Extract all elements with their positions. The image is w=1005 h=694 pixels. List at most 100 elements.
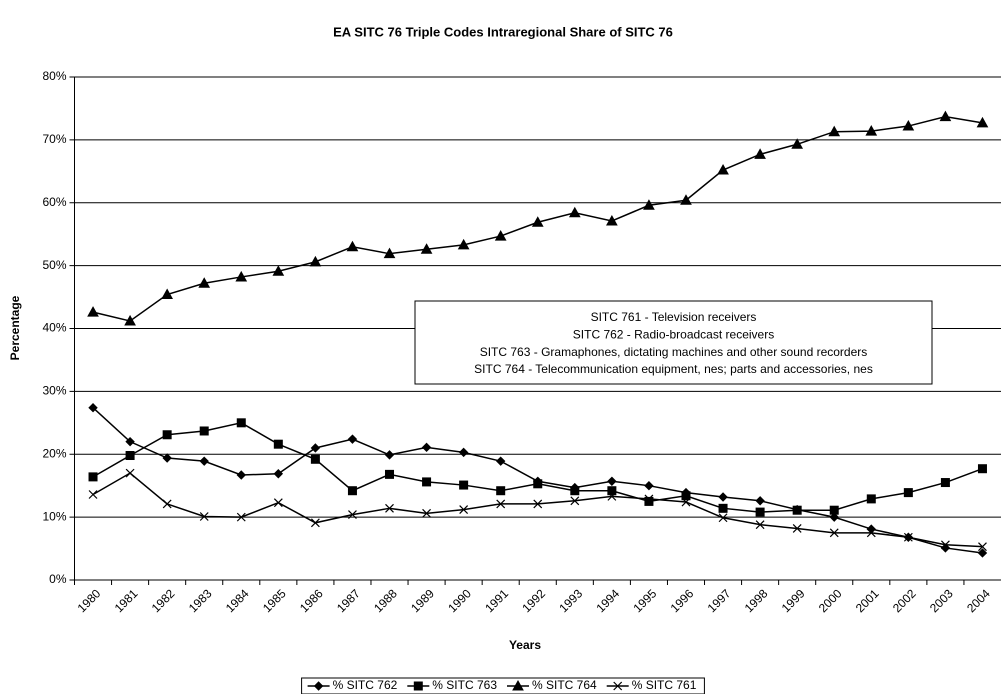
marker [644, 480, 654, 491]
marker [385, 503, 394, 513]
marker [273, 439, 283, 449]
x-tick-label: 1989 [408, 586, 437, 615]
marker [413, 681, 423, 691]
marker [643, 199, 655, 210]
marker [903, 532, 913, 542]
marker [644, 494, 654, 504]
marker [199, 426, 209, 436]
marker [866, 528, 876, 538]
marker [977, 548, 988, 558]
y-tick-label: 10% [42, 509, 66, 523]
marker [718, 492, 728, 502]
marker [235, 270, 248, 282]
legend-box [301, 677, 705, 694]
marker [383, 247, 396, 259]
x-tick-label: 1986 [297, 586, 326, 615]
marker [273, 498, 283, 508]
marker [755, 520, 765, 530]
x-tick-label: 1983 [186, 586, 215, 615]
y-tick-label: 60% [42, 195, 66, 209]
legend: % SITC 762 % SITC 763 % SITC 764 % SITC 761 [301, 677, 705, 694]
marker [384, 450, 395, 460]
x-tick-label: 1993 [556, 586, 585, 615]
marker [755, 496, 765, 506]
x-tick-label: 1984 [223, 586, 252, 615]
marker [236, 470, 246, 480]
marker [422, 477, 432, 487]
x-tick-label: 1996 [668, 586, 697, 615]
marker [829, 528, 839, 538]
marker [346, 240, 359, 252]
annotation: SITC 763 - Gramaphones, dictating machin… [480, 345, 868, 359]
marker [347, 486, 357, 496]
x-axis-label: Years [509, 638, 541, 652]
marker [939, 110, 952, 122]
legend-item: % SITC 761 [606, 678, 697, 692]
marker [717, 164, 729, 175]
marker [313, 681, 324, 691]
marker [310, 518, 320, 528]
marker [88, 490, 98, 499]
marker [607, 486, 617, 496]
legend-label: % SITC 763 [432, 678, 497, 692]
marker [458, 447, 469, 458]
marker [125, 468, 135, 478]
annotation: SITC 761 - Television receivers [591, 310, 757, 324]
x-tick-label: 1999 [779, 586, 808, 615]
marker [309, 255, 322, 267]
marker [865, 125, 878, 136]
x-tick-label: 1980 [75, 586, 104, 615]
marker [310, 454, 320, 464]
marker [124, 314, 136, 326]
marker [494, 230, 507, 241]
marker [162, 499, 172, 509]
marker [496, 499, 506, 509]
marker [828, 125, 841, 137]
marker [978, 542, 987, 552]
legend-item: % SITC 762 [307, 678, 398, 692]
marker [755, 507, 765, 517]
marker [568, 206, 581, 218]
x-tick-label: 2004 [964, 586, 993, 615]
marker [754, 148, 766, 159]
y-tick-label: 20% [42, 446, 66, 460]
marker [977, 464, 987, 474]
marker [792, 524, 802, 533]
marker [310, 443, 321, 453]
x-tick-label: 1992 [519, 586, 548, 615]
x-tick-label: 1985 [260, 586, 289, 615]
x-tick-label: 1997 [705, 586, 734, 615]
marker [385, 469, 395, 479]
x-tick-label: 2001 [853, 586, 882, 615]
marker [512, 679, 524, 691]
x-tick-label: 1995 [631, 586, 660, 615]
marker [531, 216, 544, 227]
y-tick-label: 0% [49, 572, 67, 586]
marker [606, 214, 618, 226]
marker [348, 510, 357, 520]
marker [198, 277, 211, 288]
marker [718, 503, 728, 513]
marker [829, 505, 839, 515]
marker [162, 453, 172, 463]
legend-label: % SITC 761 [632, 678, 697, 692]
y-tick-label: 40% [42, 321, 66, 335]
y-tick-label: 30% [42, 384, 66, 398]
marker [199, 512, 209, 521]
marker [940, 543, 951, 553]
x-tick-label: 1981 [112, 586, 141, 615]
x-tick-label: 1988 [371, 586, 400, 615]
legend-label: % SITC 764 [532, 678, 597, 692]
marker [866, 524, 876, 534]
marker [459, 505, 469, 515]
chart-title: EA SITC 76 Triple Codes Intraregional Sh… [333, 24, 673, 39]
marker [607, 476, 617, 486]
series-line [92, 422, 983, 513]
marker [422, 508, 431, 518]
marker [940, 478, 950, 488]
marker [87, 306, 99, 317]
marker [607, 491, 617, 501]
legend-item: % SITC 764 [507, 678, 597, 692]
annotation-box [414, 300, 933, 385]
marker [613, 681, 623, 691]
